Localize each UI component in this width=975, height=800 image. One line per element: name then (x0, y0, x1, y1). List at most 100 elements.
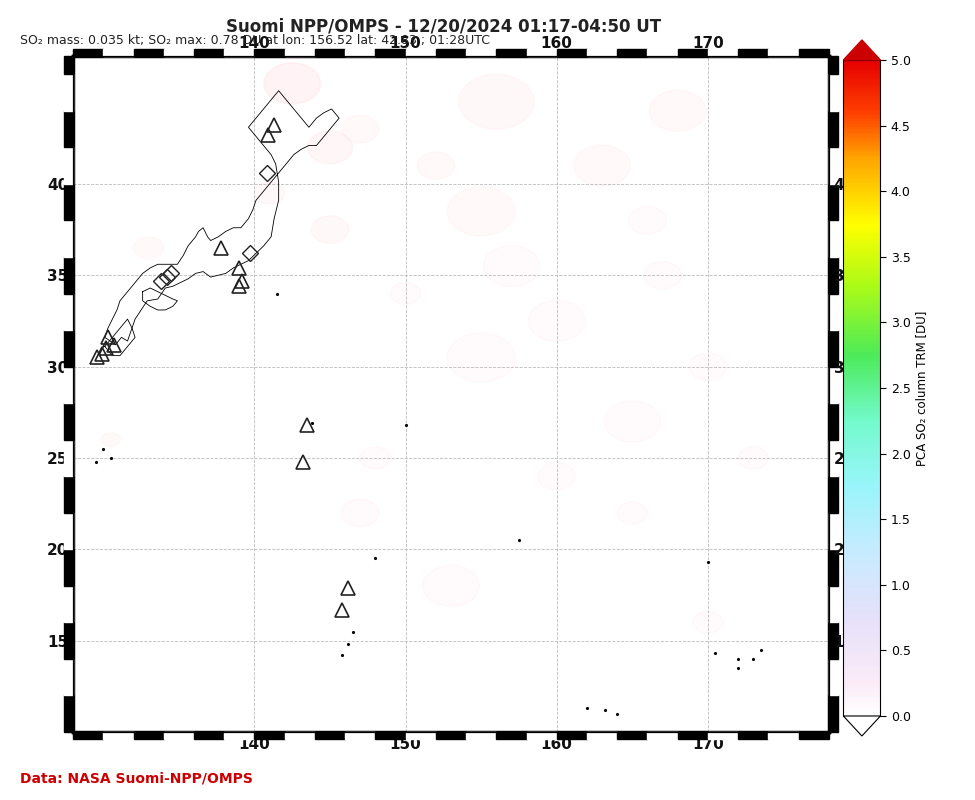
Bar (64, 294, 73, 330)
Ellipse shape (101, 433, 120, 446)
Bar (587, 49, 617, 56)
Bar (678, 49, 708, 56)
Bar (64, 330, 73, 366)
Bar (678, 732, 708, 739)
Ellipse shape (264, 63, 321, 104)
Bar (829, 56, 838, 74)
Bar (799, 732, 829, 739)
Bar (224, 49, 254, 56)
Bar (64, 366, 73, 403)
Ellipse shape (573, 145, 631, 186)
Bar (64, 476, 73, 513)
Ellipse shape (604, 401, 661, 442)
Bar (526, 732, 557, 739)
Bar (194, 49, 224, 56)
Bar (164, 49, 194, 56)
Bar (829, 513, 838, 550)
Bar (617, 732, 647, 739)
Ellipse shape (254, 182, 285, 204)
Bar (285, 49, 315, 56)
Bar (64, 513, 73, 550)
Bar (738, 49, 768, 56)
Ellipse shape (689, 353, 726, 380)
Bar (375, 732, 406, 739)
Bar (557, 732, 587, 739)
Bar (315, 49, 345, 56)
Bar (829, 366, 838, 403)
Ellipse shape (458, 74, 534, 129)
Ellipse shape (629, 206, 666, 234)
Ellipse shape (738, 447, 768, 469)
Bar (194, 732, 224, 739)
Ellipse shape (417, 152, 454, 179)
Bar (64, 257, 73, 294)
Bar (64, 147, 73, 184)
Bar (254, 732, 285, 739)
Bar (73, 732, 103, 739)
Ellipse shape (311, 216, 349, 243)
Text: Suomi NPP/OMPS - 12/20/2024 01:17-04:50 UT: Suomi NPP/OMPS - 12/20/2024 01:17-04:50 … (226, 18, 661, 35)
Ellipse shape (390, 282, 420, 305)
Ellipse shape (483, 246, 540, 286)
Bar (708, 732, 738, 739)
Bar (647, 49, 678, 56)
Bar (496, 49, 527, 56)
Bar (829, 184, 838, 221)
Bar (829, 111, 838, 147)
Ellipse shape (341, 115, 379, 142)
Y-axis label: PCA SO₂ column TRM [DU]: PCA SO₂ column TRM [DU] (915, 310, 928, 466)
Bar (436, 49, 466, 56)
Bar (587, 732, 617, 739)
Bar (799, 49, 829, 56)
Ellipse shape (422, 566, 480, 606)
Bar (829, 476, 838, 513)
Bar (134, 732, 164, 739)
Bar (436, 732, 466, 739)
Ellipse shape (528, 300, 585, 342)
Bar (64, 622, 73, 659)
Bar (526, 49, 557, 56)
Bar (829, 550, 838, 586)
Ellipse shape (617, 502, 647, 524)
Ellipse shape (448, 186, 515, 236)
Bar (738, 732, 768, 739)
Bar (134, 49, 164, 56)
Bar (164, 732, 194, 739)
Ellipse shape (341, 499, 379, 526)
Ellipse shape (692, 611, 722, 634)
Text: Data: NASA Suomi-NPP/OMPS: Data: NASA Suomi-NPP/OMPS (20, 771, 253, 786)
Ellipse shape (448, 333, 515, 382)
Ellipse shape (538, 462, 575, 490)
Bar (557, 49, 587, 56)
Bar (768, 49, 799, 56)
Bar (829, 695, 838, 732)
Bar (829, 403, 838, 440)
Ellipse shape (361, 447, 390, 469)
Bar (829, 586, 838, 622)
Bar (64, 659, 73, 695)
Bar (64, 221, 73, 257)
Bar (829, 257, 838, 294)
Bar (375, 49, 406, 56)
Bar (73, 49, 103, 56)
Bar (64, 586, 73, 622)
Bar (103, 732, 134, 739)
Bar (829, 147, 838, 184)
Bar (64, 403, 73, 440)
Bar (829, 622, 838, 659)
Bar (254, 49, 285, 56)
Bar (64, 56, 73, 74)
Bar (224, 732, 254, 739)
Bar (617, 49, 647, 56)
Bar (103, 49, 134, 56)
Bar (64, 695, 73, 732)
Bar (768, 732, 799, 739)
Bar (64, 74, 73, 111)
Bar (64, 111, 73, 147)
Bar (64, 184, 73, 221)
Bar (708, 49, 738, 56)
Bar (496, 732, 527, 739)
Bar (829, 440, 838, 476)
Bar (829, 330, 838, 366)
Bar (466, 49, 496, 56)
